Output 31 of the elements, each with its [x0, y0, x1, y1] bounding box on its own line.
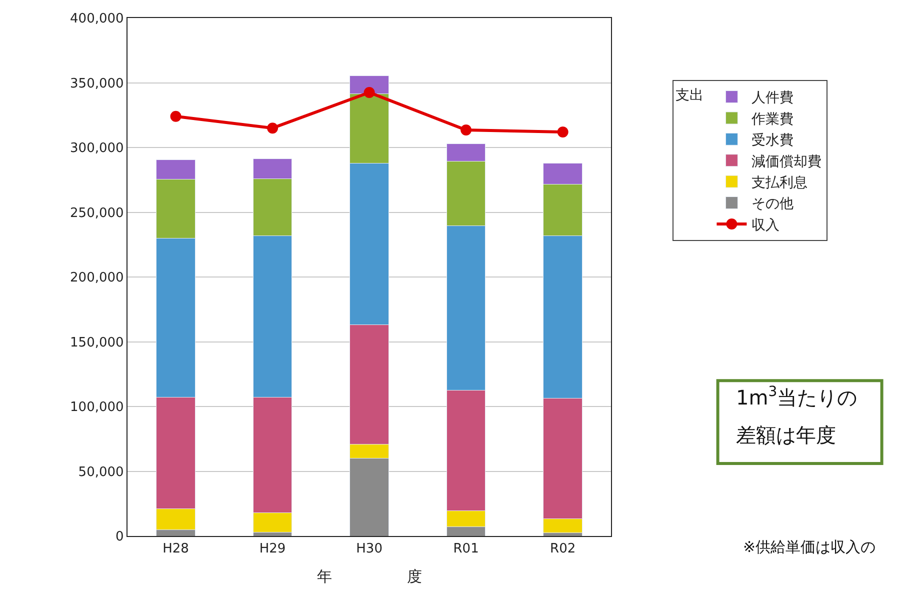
x-tick-label: R01 [453, 542, 479, 557]
y-tick-label: 300,000 [70, 141, 124, 156]
x-tick-label: R02 [550, 542, 576, 557]
legend-label: 収入 [752, 217, 780, 234]
legend-label: 人件費 [752, 90, 794, 106]
y-tick-label: 0 [116, 530, 124, 545]
text: 差額は年度 [736, 423, 836, 447]
y-tick-label: 350,000 [70, 76, 124, 92]
legend-title: 支出 [676, 87, 704, 104]
y-tick-label: 150,000 [70, 335, 124, 350]
point [557, 126, 568, 138]
x-tick-label: H30 [356, 542, 382, 557]
legend-label: 作業費 [750, 111, 794, 128]
point [267, 122, 278, 134]
legend-label: その他 [752, 196, 794, 212]
y-tick-label: 400,000 [70, 12, 124, 27]
y-tick-label: 250,000 [70, 206, 124, 221]
legend-label: 減価償却費 [752, 154, 822, 170]
point [460, 124, 472, 136]
point [170, 110, 182, 122]
legend-label: 支払利息 [752, 175, 808, 192]
x-axis-title: 年 度 [316, 568, 422, 586]
point [364, 86, 375, 98]
legend-label: 受水費 [752, 132, 794, 149]
text: ※供給単価は収入の [743, 538, 876, 556]
y-tick-label: 50,000 [78, 464, 124, 480]
text: 1m$^{3}$当たりの [736, 384, 858, 410]
x-tick-label: H28 [162, 542, 189, 557]
y-tick-label: 100,000 [70, 400, 124, 416]
y-tick-label: 200,000 [70, 270, 124, 286]
x-tick-label: H29 [259, 542, 286, 557]
